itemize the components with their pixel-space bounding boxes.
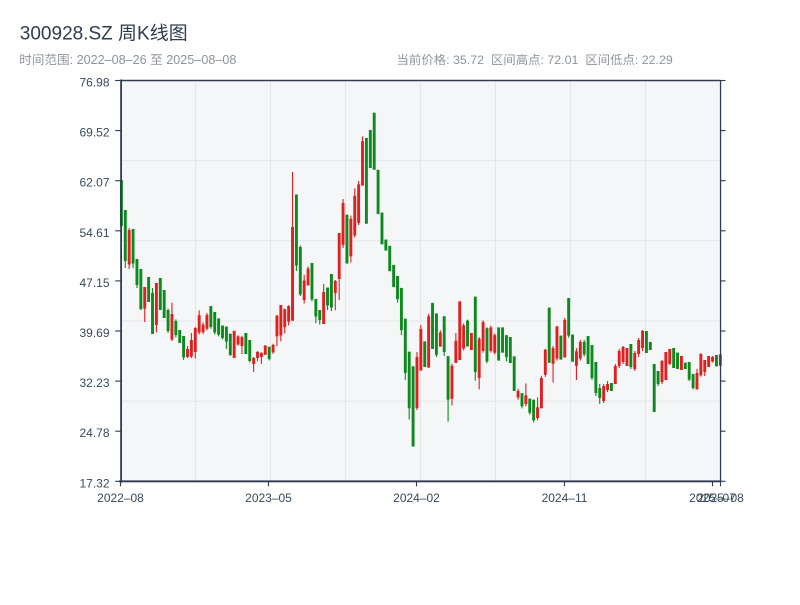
svg-text:K: K (137, 24, 150, 45)
svg-text:2025–08–08: 2025–08–08 (163, 53, 237, 67)
svg-text:2024–02: 2024–02 (393, 491, 440, 505)
svg-text:2024–11: 2024–11 (542, 491, 588, 505)
svg-text:: 72.01: : 72.01 (541, 53, 586, 67)
svg-text:47.15: 47.15 (79, 276, 109, 290)
svg-text:76.98: 76.98 (79, 76, 109, 90)
svg-text:2025–07: 2025–07 (689, 491, 736, 505)
svg-text:69.52: 69.52 (79, 126, 109, 140)
svg-text:300928.SZ: 300928.SZ (20, 24, 118, 45)
svg-text:39.69: 39.69 (79, 326, 109, 340)
svg-text:17.32: 17.32 (79, 476, 109, 490)
svg-text:24.78: 24.78 (79, 426, 109, 440)
svg-text:2023–05: 2023–05 (245, 491, 292, 505)
svg-text:: 2022–08–26: : 2022–08–26 (70, 53, 151, 67)
svg-text:2022–08: 2022–08 (97, 491, 144, 505)
svg-text:32.23: 32.23 (79, 376, 109, 390)
svg-text:: 22.29: : 22.29 (635, 53, 673, 67)
svg-text:: 35.72: : 35.72 (446, 53, 491, 67)
svg-text:62.07: 62.07 (79, 176, 109, 190)
svg-text:2025–08: 2025–08 (697, 491, 744, 505)
svg-text:54.61: 54.61 (79, 226, 109, 240)
